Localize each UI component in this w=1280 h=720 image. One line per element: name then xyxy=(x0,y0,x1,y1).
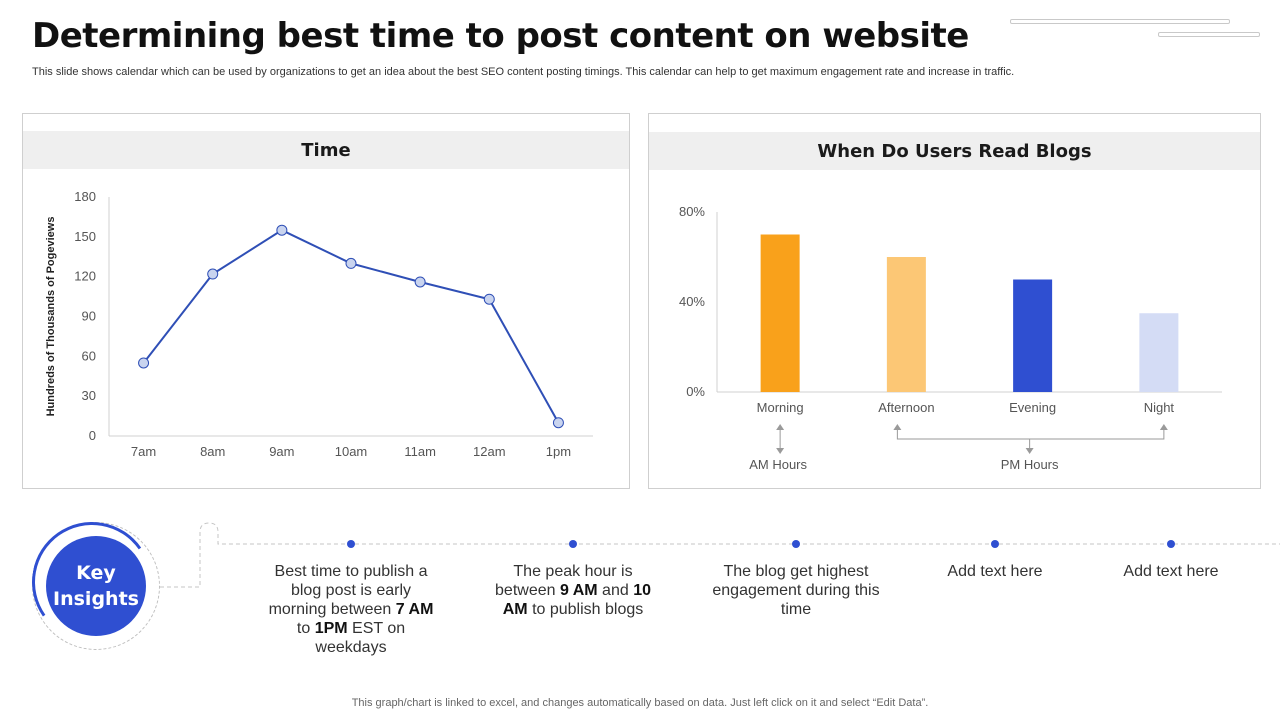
pm-hours-arrow-down xyxy=(1025,448,1034,454)
am-hours-arrow-up xyxy=(776,424,785,430)
key-insights-badge: Key Insights xyxy=(46,536,146,636)
insights-timeline xyxy=(160,522,1280,588)
pm-hours-arrow-night xyxy=(1159,424,1168,430)
insight-3: The blog get highest engagement during t… xyxy=(711,562,881,619)
insight-2: The peak hour is between 9 AM and 10 AM … xyxy=(488,562,658,619)
insight-1-text: Best time to publish a blog post is earl… xyxy=(268,563,428,618)
line-chart-x-tick-label: 10am xyxy=(335,444,368,459)
line-chart-panel: Time 0 30 60 90 120 150 180 7am 8am 9am 10am 11am 12… xyxy=(22,113,630,489)
insight-1-text-3: EST on weekdays xyxy=(315,620,406,656)
line-chart-x-tick-label: 12am xyxy=(473,444,506,459)
bar-chart-bar-morning xyxy=(760,234,800,392)
decorative-line-bottom xyxy=(1158,32,1260,37)
bar-chart-y-tick-label: 40% xyxy=(679,294,705,309)
bar-chart-title: When Do Users Read Blogs xyxy=(649,132,1260,170)
timeline-dot xyxy=(347,540,355,548)
insight-2-bold-time: 9 AM xyxy=(559,582,598,599)
line-chart-y-tick-label: 60 xyxy=(82,348,96,363)
line-chart-y-tick-label: 120 xyxy=(74,269,96,284)
am-hours-arrow-down xyxy=(776,448,785,454)
page-title: Determining best time to post content on… xyxy=(32,16,969,56)
line-chart-y-tick-label: 0 xyxy=(89,428,96,443)
line-chart-y-tick-label: 180 xyxy=(74,189,96,204)
line-chart-x-tick-label: 1pm xyxy=(546,444,571,459)
line-chart-title: Time xyxy=(23,131,629,169)
line-chart-x-tick-label: 9am xyxy=(269,444,294,459)
bar-chart-bar-evening xyxy=(1013,279,1053,392)
timeline-connector xyxy=(160,522,1280,588)
insight-2-text: The peak hour is between xyxy=(495,563,633,599)
bar-chart-y-tick-label: 80% xyxy=(679,204,705,219)
line-chart-y-tick-label: 90 xyxy=(82,309,96,324)
insight-2-bold-time-2: 10 AM xyxy=(502,582,651,618)
timeline-dot xyxy=(991,540,999,548)
line-chart-x-tick-label: 8am xyxy=(200,444,225,459)
line-chart-point xyxy=(345,257,357,269)
bar-chart-bar-night xyxy=(1139,313,1179,392)
pm-hours-arrow-afternoon xyxy=(893,424,902,430)
insight-5-placeholder[interactable]: Add text here xyxy=(1123,563,1219,580)
bar-chart-x-tick-label: Afternoon xyxy=(878,400,934,415)
am-hours-label: AM Hours xyxy=(749,457,807,472)
bar-chart-x-tick-label: Night xyxy=(1144,400,1175,415)
bar-chart-x-tick-label: Morning xyxy=(757,400,804,415)
key-insights-outer-ring xyxy=(32,522,160,650)
insight-2-text-2: and xyxy=(597,582,634,599)
pm-hours-bracket xyxy=(896,426,1165,440)
bar-chart-y-tick-label: 0% xyxy=(686,384,705,399)
insight-1-bold-time: 7 AM xyxy=(395,601,434,618)
pm-hours-label: PM Hours xyxy=(1001,457,1059,472)
decorative-line-top xyxy=(1010,19,1230,24)
line-chart-point xyxy=(207,268,219,280)
line-chart-x-tick-label: 11am xyxy=(404,444,436,459)
line-chart-point xyxy=(414,276,426,288)
line-chart-y-tick-label: 30 xyxy=(82,388,96,403)
line-chart-point xyxy=(138,357,150,369)
insight-3-text: The blog get highest engagement during t… xyxy=(712,563,880,618)
timeline-dot xyxy=(569,540,577,548)
line-chart-point xyxy=(483,293,495,305)
insight-1: Best time to publish a blog post is earl… xyxy=(266,562,436,657)
insight-4-placeholder[interactable]: Add text here xyxy=(947,563,1043,580)
line-chart-x-tick-label: 7am xyxy=(131,444,156,459)
page-subtitle: This slide shows calendar which can be u… xyxy=(32,66,1015,78)
line-chart[interactable]: 0 30 60 90 120 150 180 7am 8am 9am 10am 11am 12am 1pm… xyxy=(23,114,629,488)
key-insights-label-line1: Key xyxy=(76,562,116,584)
line-chart-y-axis-label: Hundreds of Thousands of Pogeviews xyxy=(45,217,57,417)
bar-chart-x-tick-label: Evening xyxy=(1009,400,1056,415)
bar-chart[interactable]: 0% 40% 80% Morning Afternoon Evening Night AM H… xyxy=(649,114,1260,488)
insight-1-text-2: to xyxy=(296,620,315,637)
insight-2-text-3: to publish blogs xyxy=(527,601,644,618)
insight-1-bold-time-2: 1PM xyxy=(314,620,348,637)
insight-5[interactable]: Add text here xyxy=(1086,562,1256,581)
key-insights-label-line2: Insights xyxy=(53,588,139,610)
bar-chart-panel: When Do Users Read Blogs 0% 40% 80% Morning… xyxy=(648,113,1261,489)
insight-4[interactable]: Add text here xyxy=(910,562,1080,581)
timeline-dot xyxy=(792,540,800,548)
bar-chart-bar-afternoon xyxy=(886,257,926,392)
line-chart-y-tick-label: 150 xyxy=(74,229,96,244)
line-chart-point xyxy=(552,417,564,429)
line-chart-point xyxy=(276,224,288,236)
timeline-dot xyxy=(1167,540,1175,548)
footer-note: This graph/chart is linked to excel, and… xyxy=(351,697,929,709)
